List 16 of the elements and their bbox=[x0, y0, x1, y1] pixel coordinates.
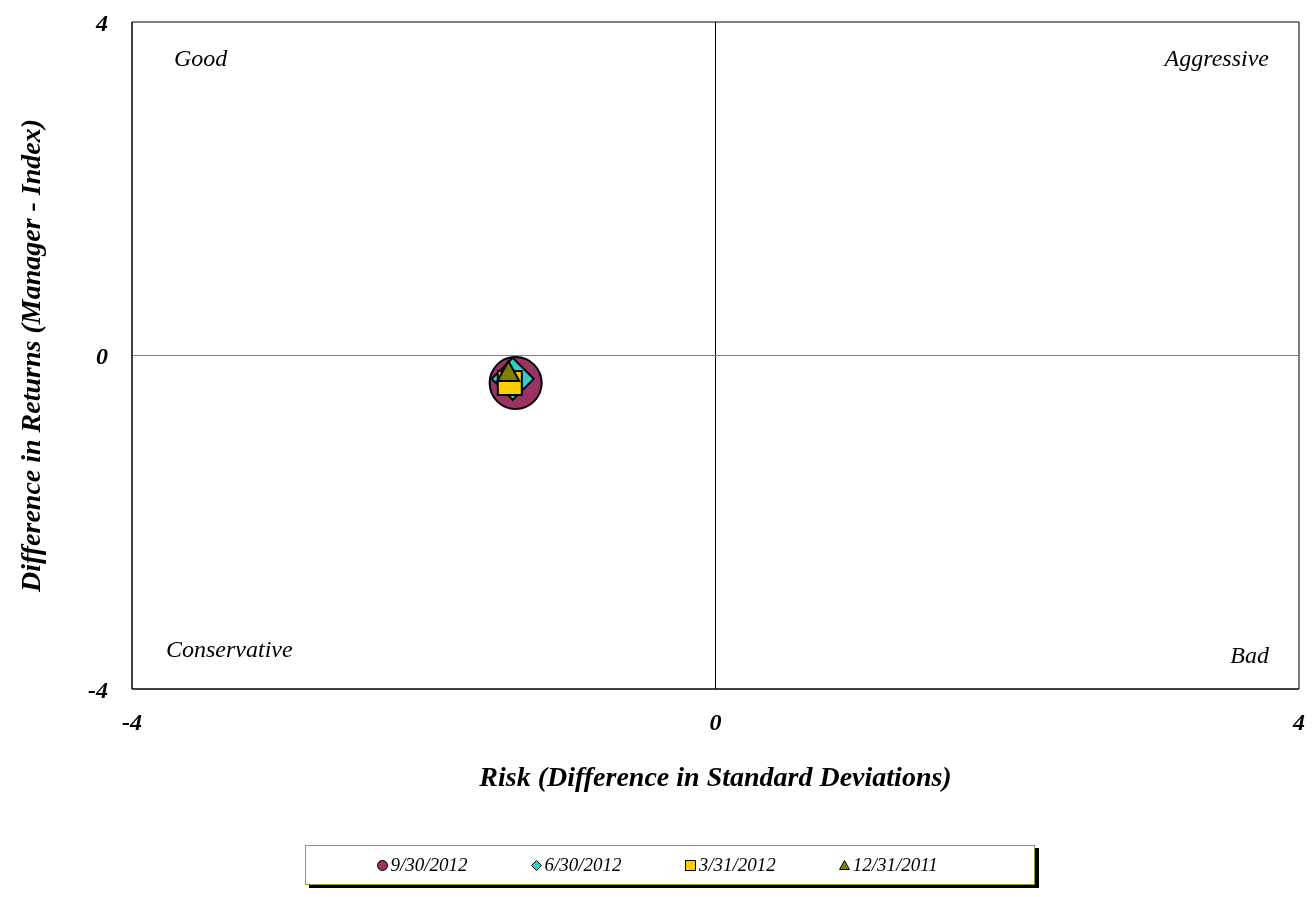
y-tick-label: -4 bbox=[88, 676, 108, 703]
legend-label: 12/31/2011 bbox=[851, 854, 938, 876]
x-axis-title: Risk (Difference in Standard Deviations) bbox=[478, 761, 952, 792]
annotation: Aggressive bbox=[1162, 45, 1270, 71]
legend-label: 9/30/2012 bbox=[389, 854, 468, 876]
y-axis-title: Difference in Returns (Manager - Index) bbox=[14, 118, 46, 594]
x-tick-label: 4 bbox=[1292, 709, 1305, 736]
x-tick-label: -4 bbox=[122, 709, 142, 736]
legend-label: 3/31/2012 bbox=[697, 854, 776, 876]
annotation: Bad bbox=[1230, 642, 1270, 668]
y-tick-label: 4 bbox=[95, 9, 108, 36]
legend-label: 6/30/2012 bbox=[543, 854, 622, 876]
x-tick-label: 0 bbox=[709, 709, 722, 736]
annotation: Good bbox=[174, 45, 229, 71]
y-tick-label: 0 bbox=[96, 343, 108, 370]
annotation: Conservative bbox=[166, 636, 293, 662]
